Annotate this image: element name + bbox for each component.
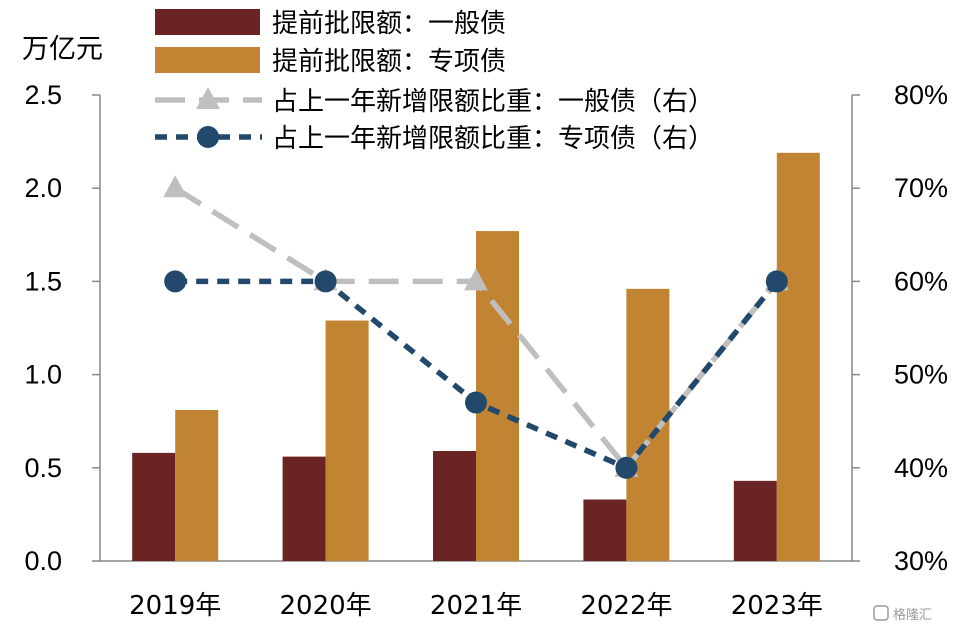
line-point-general	[163, 175, 188, 198]
bar-general	[282, 456, 326, 561]
left-axis-unit: 万亿元	[22, 34, 103, 65]
legend-label: 提前批限额：一般债	[272, 9, 506, 39]
bar-general	[583, 499, 627, 561]
left-tick-label: 0.0	[24, 546, 62, 576]
line-point-general	[464, 268, 488, 291]
legend-marker-circle	[197, 126, 219, 148]
legend-label: 占上一年新增限额比重：专项债（右）	[272, 124, 714, 154]
left-tick-label: 0.5	[24, 453, 62, 483]
left-tick-label: 2.5	[24, 80, 62, 110]
watermark-logo-icon	[873, 605, 889, 621]
watermark: 格隆汇	[873, 605, 932, 623]
legend-marker-triangle	[196, 87, 220, 109]
legend-label: 占上一年新增限额比重：一般债（右）	[272, 87, 714, 117]
x-tick-label: 2023年	[731, 591, 823, 621]
right-tick-label: 40%	[894, 453, 948, 483]
left-tick-label: 2.0	[24, 173, 62, 203]
x-tick-label: 2020年	[280, 591, 372, 621]
right-axis-ticks: 30% 40% 50% 60% 70% 80%	[852, 80, 948, 576]
x-axis-ticks: 2019年 2020年 2021年 2022年 2023年	[129, 591, 823, 621]
x-tick-label: 2022年	[580, 591, 672, 621]
left-tick-label: 1.0	[24, 360, 62, 390]
legend-label: 提前批限额：专项债	[272, 47, 506, 77]
watermark-text: 格隆汇	[893, 607, 932, 623]
bar-general	[433, 451, 476, 561]
bar-special	[325, 320, 369, 561]
lines	[163, 175, 789, 479]
left-axis-ticks: 0.0 0.5 1.0 1.5 2.0 2.5	[24, 80, 100, 576]
bar-general	[733, 480, 777, 561]
line-point-special	[765, 270, 788, 293]
right-tick-label: 50%	[894, 360, 948, 390]
bar-general	[132, 452, 176, 561]
right-tick-label: 70%	[894, 173, 948, 203]
line-point-special	[465, 391, 487, 414]
right-tick-label: 30%	[894, 546, 948, 576]
line-point-special	[615, 456, 638, 479]
x-tick-label: 2019年	[129, 591, 221, 621]
line-point-special	[164, 270, 187, 293]
bars	[132, 152, 820, 561]
line-point-special	[314, 270, 337, 293]
bar-special	[175, 410, 219, 561]
legend-swatch-general	[155, 9, 260, 35]
x-tick-label: 2021年	[430, 591, 522, 621]
legend-swatch-special	[155, 47, 260, 73]
right-tick-label: 60%	[894, 266, 948, 296]
left-tick-label: 1.5	[24, 266, 62, 296]
bar-special	[776, 152, 820, 561]
right-tick-label: 80%	[894, 80, 948, 110]
